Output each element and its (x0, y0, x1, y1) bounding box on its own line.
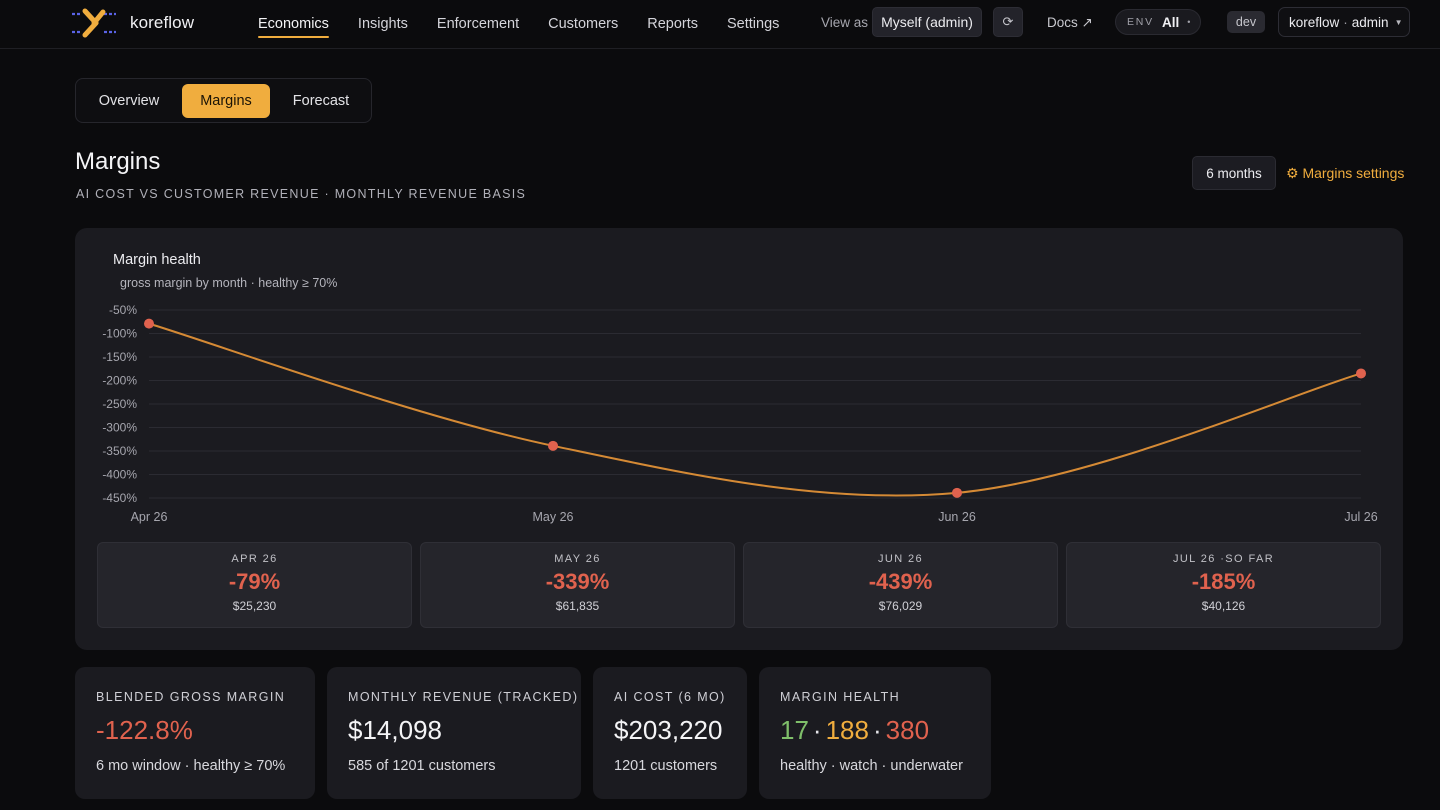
month-margin: -185% (1191, 569, 1256, 594)
month-label: JUN 26 (877, 553, 924, 565)
y-tick-label: -250% (102, 397, 137, 411)
x-tick-label: May 26 (533, 510, 574, 524)
stat-margin-health: MARGIN HEALTH 17 · 188 · 380 healthy · watch… (759, 667, 991, 799)
margins-settings-link[interactable]: ⚙ Margins settings (1286, 165, 1405, 181)
x-tick-label: Jun 26 (938, 510, 976, 524)
month-card-jul: JUL 26 ·SO FAR -185% $40,126 (1066, 542, 1381, 628)
month-revenue: $40,126 (1201, 599, 1246, 613)
refresh-button[interactable]: ⟳ (993, 7, 1023, 37)
nav-customers[interactable]: Customers (548, 16, 619, 32)
nav-economics[interactable]: Economics (258, 0, 329, 48)
x-tick-label: Apr 26 (131, 510, 168, 524)
stat-value: -122.8% (96, 715, 193, 745)
month-margin: -79% (228, 569, 281, 594)
env-selector[interactable]: ENV All • (1115, 9, 1201, 35)
y-tick-label: -100% (102, 327, 137, 341)
stat-label: AI COST (6 MO) (614, 690, 726, 704)
stat-blended-margin: BLENDED GROSS MARGIN -122.8% 6 mo window… (75, 667, 315, 799)
data-point (952, 487, 962, 498)
main-nav: Economics Insights Enforcement Customers… (258, 0, 808, 48)
tab-margins[interactable]: Margins (182, 84, 270, 118)
refresh-icon: ⟳ (1002, 14, 1014, 29)
y-tick-label: -450% (102, 491, 137, 505)
data-point (144, 318, 154, 329)
chart-subtitle: gross margin by month · healthy ≥ 70% (120, 276, 338, 290)
stat-foot: 585 of 1201 customers (348, 758, 496, 774)
y-tick-label: -300% (102, 421, 137, 435)
stat-ai-cost: AI COST (6 MO) $203,220 1201 customers (593, 667, 747, 799)
month-card-may: MAY 26 -339% $61,835 (420, 542, 735, 628)
koreflow-logo-icon (72, 8, 116, 38)
stat-foot: 1201 customers (614, 758, 718, 774)
month-margin: -339% (545, 569, 610, 594)
account-role: admin (1351, 14, 1389, 30)
y-tick-label: -350% (102, 444, 137, 458)
range-select[interactable]: 6 months (1192, 156, 1276, 190)
account-caret-icon: ▼ (1394, 17, 1403, 27)
data-point (548, 440, 558, 451)
separator-dot: · (872, 715, 882, 745)
margin-chart: -50% -100% -150% -200% -250% -300% -350% -400% -… (102, 303, 1377, 524)
docs-link[interactable]: Docs ↗ (1047, 15, 1093, 30)
nav-insights[interactable]: Insights (357, 16, 408, 32)
page-title: Margins (75, 148, 161, 175)
stat-foot: healthy · watch · underwater (780, 758, 963, 774)
month-label: JUL 26 ·SO FAR (1172, 553, 1275, 565)
separator-dot: · (812, 715, 822, 745)
top-nav: koreflow Economics Insights Enforcement … (0, 0, 1440, 49)
account-org: koreflow (1289, 14, 1340, 30)
stat-value: $203,220 (614, 715, 723, 745)
healthy-count: 17 (780, 715, 809, 745)
tab-forecast[interactable]: Forecast (292, 93, 350, 109)
stat-monthly-revenue: MONTHLY REVENUE (TRACKED) $14,098 585 of… (327, 667, 581, 799)
watch-count: 188 (825, 715, 869, 745)
chart-title: Margin health (113, 252, 201, 268)
month-label: MAY 26 (554, 553, 601, 565)
month-card-jun: JUN 26 -439% $76,029 (743, 542, 1058, 628)
margin-health-panel: -50% -100% -150% -200% -250% -300% -350% -400% -… (75, 228, 1403, 650)
stat-label: BLENDED GROSS MARGIN (96, 690, 286, 704)
month-card-apr: APR 26 -79% $25,230 (97, 542, 412, 628)
underwater-count: 380 (885, 715, 930, 745)
stat-label: MONTHLY REVENUE (TRACKED) (348, 690, 579, 704)
account-menu[interactable]: koreflow · admin ▼ (1278, 7, 1410, 37)
account-separator: · (1343, 14, 1348, 30)
x-tick-label: Jul 26 (1344, 510, 1377, 524)
data-point (1356, 368, 1366, 379)
section-tabs: Overview Margins Forecast (75, 78, 372, 123)
env-value: All (1162, 14, 1180, 30)
stat-label: MARGIN HEALTH (780, 690, 901, 704)
series-line (148, 322, 1362, 497)
page-subtitle: AI COST VS CUSTOMER REVENUE · MONTHLY RE… (76, 187, 527, 201)
month-label: APR 26 (231, 553, 278, 565)
view-as-select[interactable]: Myself (admin) (872, 7, 982, 37)
nav-enforcement[interactable]: Enforcement (436, 16, 520, 32)
dev-badge: dev (1227, 11, 1265, 33)
y-tick-label: -150% (102, 350, 137, 364)
month-margin: -439% (868, 569, 933, 594)
y-tick-label: -200% (102, 374, 137, 388)
brand[interactable]: koreflow (70, 8, 194, 38)
month-revenue: $61,835 (555, 599, 600, 613)
y-tick-label: -400% (102, 468, 137, 482)
tab-overview[interactable]: Overview (98, 93, 160, 109)
month-revenue: $25,230 (232, 599, 277, 613)
env-key: ENV (1127, 16, 1154, 28)
env-chevron-icon: • (1187, 17, 1191, 27)
nav-settings[interactable]: Settings (727, 16, 780, 32)
view-as-label: View as (821, 15, 869, 30)
brand-name: koreflow (130, 13, 195, 32)
nav-reports[interactable]: Reports (647, 16, 699, 32)
y-tick-label: -50% (109, 303, 137, 317)
month-revenue: $76,029 (878, 599, 923, 613)
stat-value: 17 · 188 · 380 (780, 715, 991, 746)
stat-value: $14,098 (348, 715, 442, 745)
stat-foot: 6 mo window · healthy ≥ 70% (96, 758, 286, 774)
